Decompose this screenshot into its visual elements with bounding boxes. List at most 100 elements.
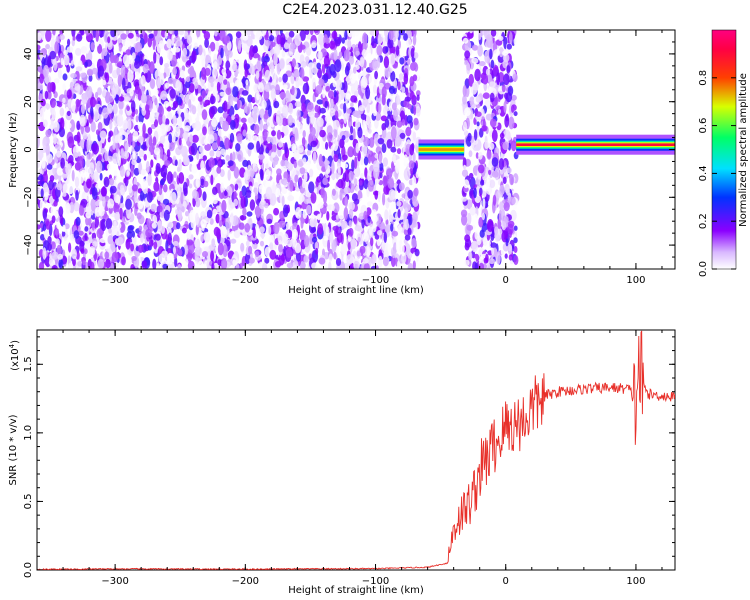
heatmap-cell (265, 186, 273, 200)
heatmap-cell (409, 76, 415, 87)
heatmap-cell (330, 172, 337, 180)
heatmap-cell (477, 44, 483, 57)
heatmap-cell (75, 216, 81, 226)
heatmap-cell (325, 37, 330, 44)
heatmap-cell (411, 238, 417, 248)
heatmap-cell (306, 150, 312, 156)
heatmap-cell (270, 88, 276, 101)
heatmap-cell (226, 228, 230, 236)
heatmap-cell (75, 66, 83, 72)
heatmap-cell (469, 30, 473, 34)
heatmap-cell (214, 35, 221, 42)
heatmap-cell (71, 30, 76, 38)
heatmap-cell (395, 45, 400, 56)
heatmap-cell (149, 61, 155, 74)
heatmap-cell (202, 30, 206, 34)
heatmap-cell (180, 69, 185, 79)
heatmap-cell (51, 109, 56, 120)
heatmap-cell (112, 83, 119, 94)
heatmap-cell (163, 72, 167, 79)
heatmap-cell (354, 156, 358, 170)
heatmap-cell (173, 246, 176, 255)
heatmap-cell (281, 117, 288, 127)
snr-scale-exponent: 4 (8, 343, 16, 348)
heatmap-cell (276, 110, 282, 123)
heatmap-cell (224, 190, 228, 197)
heatmap-cell (105, 258, 111, 269)
heatmap-cell (489, 81, 496, 88)
heatmap-cell (256, 89, 260, 101)
heatmap-cell (202, 126, 207, 136)
heatmap-cell (143, 153, 147, 161)
heatmap-cell (475, 96, 482, 103)
heatmap-cell (355, 142, 360, 154)
heatmap-cell (371, 35, 375, 47)
heatmap-cell (302, 82, 310, 95)
heatmap-cell (264, 202, 269, 209)
heatmap-cell (474, 68, 481, 82)
heatmap-cell (59, 34, 65, 41)
heatmap-cell (228, 50, 233, 58)
heatmap-cell (84, 30, 91, 36)
heatmap-cell (132, 140, 136, 148)
heatmap-cell (248, 257, 255, 264)
heatmap-cell (491, 129, 498, 142)
heatmap-cell (348, 170, 354, 181)
heatmap-cell (145, 160, 150, 174)
heatmap-cell (71, 99, 76, 113)
heatmap-cell (111, 251, 119, 263)
heatmap-cell (206, 209, 213, 219)
heatmap-cell (130, 243, 135, 252)
heatmap-cell (208, 47, 212, 57)
heatmap-cell (348, 116, 353, 128)
heatmap-cell (403, 33, 408, 41)
heatmap-cell (188, 183, 193, 189)
heatmap-cell (343, 186, 351, 194)
heatmap-cell (498, 108, 501, 114)
heatmap-cell (211, 238, 216, 247)
heatmap-cell (273, 52, 278, 66)
heatmap-cell (357, 236, 361, 243)
heatmap-cell (171, 130, 176, 143)
heatmap-cell (84, 61, 88, 67)
heatmap-cell (96, 228, 103, 239)
heatmap-cell (270, 143, 277, 154)
heatmap-cell (313, 30, 319, 34)
heatmap-cell (513, 246, 518, 253)
heatmap-cell (52, 30, 56, 36)
heatmap-cell (273, 207, 280, 216)
heatmap-cell (498, 35, 504, 41)
heatmap-cell (325, 85, 331, 92)
heatmap-cell (90, 198, 96, 212)
heatmap-cell (341, 135, 346, 141)
heatmap-cell (294, 101, 302, 108)
heatmap-cell (46, 153, 53, 164)
heatmap-cell (209, 150, 215, 157)
heatmap-cell (60, 117, 65, 130)
heatmap-cell (381, 240, 388, 252)
heatmap-cell (253, 124, 260, 135)
snr-ytick-label: 0.5 (23, 493, 34, 509)
heatmap-cell (271, 151, 276, 158)
heatmap-cell (119, 202, 125, 209)
heatmap-cell (198, 44, 203, 56)
heatmap-cell (112, 142, 116, 150)
heatmap-cell (478, 32, 482, 41)
heatmap-cell (490, 242, 497, 248)
heatmap-cell (85, 216, 92, 227)
heatmap-cell (287, 114, 293, 126)
heatmap-cell (232, 215, 239, 226)
heatmap-cell (513, 255, 519, 266)
heatmap-cell (131, 159, 137, 166)
heatmap-cell (188, 99, 192, 109)
heatmap-cell (407, 262, 413, 269)
heatmap-cell (113, 220, 117, 229)
heatmap-cell (205, 54, 209, 67)
heatmap-cell (202, 251, 208, 258)
heatmap-cell (322, 177, 329, 186)
heatmap-cell (303, 235, 310, 248)
heatmap-cell (489, 118, 497, 128)
heatmap-cell (125, 198, 132, 210)
heatmap-cell (152, 258, 157, 269)
heatmap-cell (264, 257, 270, 264)
